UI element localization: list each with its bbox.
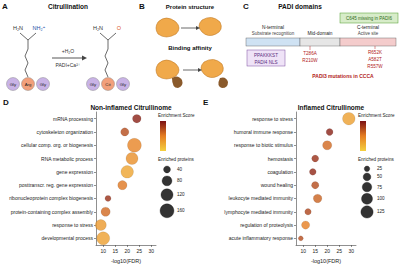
svg-text:A582T: A582T: [368, 57, 382, 62]
svg-text:Gly: Gly: [90, 82, 97, 87]
svg-text:30: 30: [148, 248, 154, 254]
svg-text:25: 25: [336, 248, 342, 254]
svg-text:response to stress: response to stress: [252, 116, 293, 122]
svg-text:A: A: [2, 2, 8, 11]
svg-text:30: 30: [348, 248, 354, 254]
svg-text:160: 160: [177, 208, 185, 213]
svg-text:RNA metabolic process: RNA metabolic process: [41, 156, 93, 162]
svg-text:regulation of proteolysis: regulation of proteolysis: [240, 222, 293, 228]
svg-text:response to biotic stimulus: response to biotic stimulus: [234, 142, 293, 148]
svg-text:Enrichment Score: Enrichment Score: [358, 113, 395, 118]
svg-text:R557W: R557W: [367, 64, 383, 69]
svg-text:Active site: Active site: [358, 31, 379, 36]
svg-text:Gly: Gly: [10, 82, 17, 87]
svg-text:PPAKKKST: PPAKKKST: [254, 53, 278, 58]
svg-text:Arg: Arg: [25, 82, 32, 87]
svg-text:Enriched proteins: Enriched proteins: [158, 157, 194, 162]
svg-text:20: 20: [324, 248, 330, 254]
svg-text:leukocyte mediated immunity: leukocyte mediated immunity: [229, 195, 294, 201]
svg-text:Gly: Gly: [40, 82, 47, 87]
svg-text:acute inflammatory response: acute inflammatory response: [229, 235, 293, 241]
svg-text:Protein structure: Protein structure: [166, 4, 215, 10]
svg-text:D: D: [3, 98, 9, 107]
svg-text:Binding affinity: Binding affinity: [168, 45, 212, 51]
svg-text:NH₂⁺: NH₂⁺: [33, 25, 46, 31]
svg-text:Inflamed Citrullinome: Inflamed Citrullinome: [298, 104, 365, 111]
svg-text:Enrichment Score: Enrichment Score: [158, 113, 195, 118]
svg-text:75: 75: [377, 185, 383, 190]
svg-text:20: 20: [124, 248, 130, 254]
svg-text:Mid-domain: Mid-domain: [307, 31, 332, 36]
svg-text:R210W: R210W: [302, 58, 318, 63]
svg-text:O: O: [117, 25, 122, 31]
svg-text:C: C: [243, 2, 249, 11]
svg-text:humoral immune response: humoral immune response: [234, 129, 293, 135]
svg-text:H₂N: H₂N: [93, 25, 103, 31]
svg-text:N-terminal: N-terminal: [262, 25, 284, 30]
svg-text:125: 125: [377, 209, 385, 214]
svg-text:PADI3 mutations in CCCA: PADI3 mutations in CCCA: [312, 73, 374, 79]
svg-text:15: 15: [112, 248, 118, 254]
svg-text:25: 25: [377, 166, 383, 171]
svg-text:C-terminal: C-terminal: [357, 25, 379, 30]
svg-text:Non-inflamed Citrullinome: Non-inflamed Citrullinome: [90, 104, 172, 111]
svg-text:80: 80: [177, 178, 183, 183]
svg-text:developmental process: developmental process: [42, 235, 94, 241]
svg-text:Citrullination: Citrullination: [48, 3, 88, 10]
svg-text:H₂N: H₂N: [13, 25, 23, 31]
svg-text:10: 10: [100, 248, 106, 254]
svg-text:protein-containing complex ass: protein-containing complex assembly: [11, 209, 94, 215]
svg-text:PADI4 NLS: PADI4 NLS: [254, 60, 277, 65]
svg-text:120: 120: [177, 192, 185, 197]
svg-text:PADI domains: PADI domains: [278, 3, 322, 10]
svg-text:B: B: [139, 2, 145, 11]
svg-text:C645 missing in PADI6: C645 missing in PADI6: [346, 16, 392, 21]
svg-text:posttranscr. reg. gene express: posttranscr. reg. gene expression: [19, 182, 93, 188]
svg-text:Gly: Gly: [120, 82, 127, 87]
svg-text:ribonucleoprotein complex biog: ribonucleoprotein complex biogenesis: [9, 195, 93, 201]
svg-text:Enriched proteins: Enriched proteins: [358, 157, 394, 162]
svg-text:Substrate recognition: Substrate recognition: [252, 31, 295, 36]
svg-text:PADI+Ca²⁺: PADI+Ca²⁺: [56, 62, 81, 68]
svg-text:wound healing: wound healing: [261, 182, 293, 188]
svg-text:15: 15: [312, 248, 318, 254]
svg-text:100: 100: [377, 196, 385, 201]
svg-text:50: 50: [377, 174, 383, 179]
svg-text:gene expression: gene expression: [56, 169, 93, 175]
svg-text:cellular comp. org. or biogene: cellular comp. org. or biogenesis: [21, 142, 93, 148]
svg-text:40: 40: [177, 167, 183, 172]
svg-text:25: 25: [136, 248, 142, 254]
svg-text:T286A: T286A: [303, 51, 317, 56]
svg-text:E: E: [203, 98, 209, 107]
svg-text:response to stress: response to stress: [52, 222, 93, 228]
svg-text:lymphocyte mediated immunity: lymphocyte mediated immunity: [224, 209, 293, 215]
svg-text:hemostasis: hemostasis: [268, 156, 294, 162]
svg-text:-log10(FDR): -log10(FDR): [311, 258, 341, 264]
svg-text:coagulation: coagulation: [267, 169, 293, 175]
svg-text:-log10(FDR): -log10(FDR): [111, 258, 141, 264]
svg-text:R652K: R652K: [368, 50, 383, 55]
svg-text:mRNA processing: mRNA processing: [53, 116, 93, 122]
svg-text:+H₂O: +H₂O: [62, 48, 74, 54]
svg-text:cytoskeleton organization: cytoskeleton organization: [37, 129, 94, 135]
svg-text:Cit: Cit: [105, 82, 111, 87]
svg-text:10: 10: [300, 248, 306, 254]
